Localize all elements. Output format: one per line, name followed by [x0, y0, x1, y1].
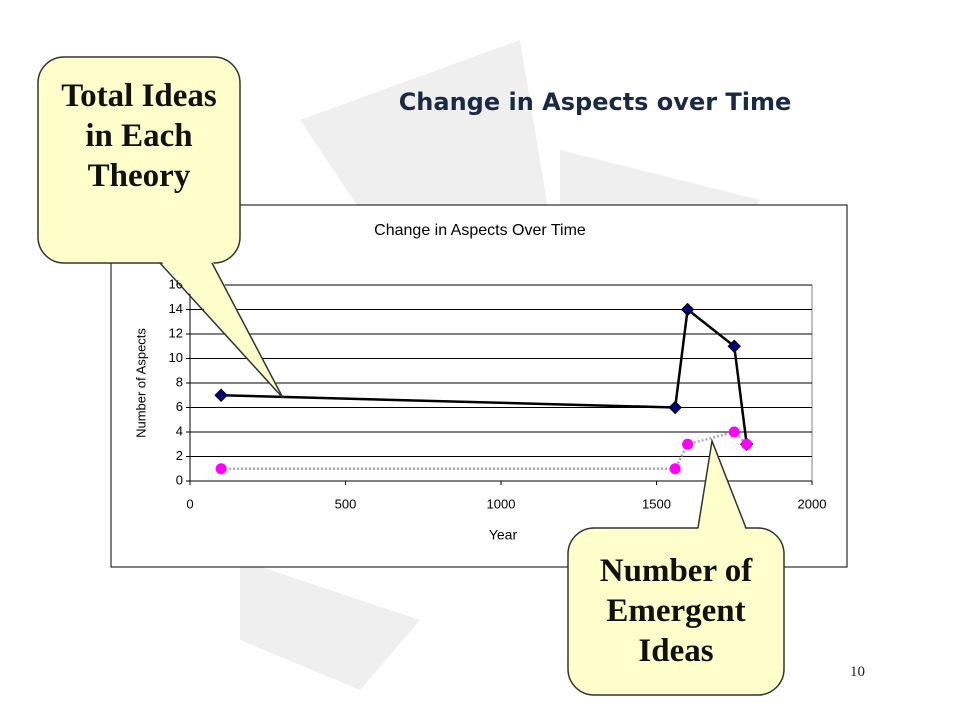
y-tick-label: 10 [169, 350, 183, 365]
data-point [668, 400, 682, 415]
data-point [669, 463, 681, 475]
data-point [741, 438, 753, 450]
x-tick-label: 0 [186, 496, 193, 511]
x-tick-label: 1000 [487, 496, 516, 511]
data-point [214, 388, 228, 402]
y-tick-label: 14 [169, 301, 183, 316]
data-point [727, 339, 741, 353]
y-tick-label: 2 [176, 448, 183, 463]
page-number: 10 [850, 664, 865, 680]
y-tick-label: 0 [176, 472, 183, 487]
data-point [680, 302, 695, 317]
y-tick-label: 4 [176, 423, 183, 438]
data-point [682, 438, 694, 450]
callout-tail-edge [159, 262, 284, 399]
slide-title: Change in Aspects over Time [398, 88, 792, 116]
x-tick-label: 500 [335, 496, 357, 511]
callout-text: Number of Emergent Ideas [599, 553, 753, 669]
callout-box [37, 56, 241, 264]
callout-text: Total Ideas in Each Theory [61, 78, 217, 194]
data-point [728, 426, 740, 438]
data-point [215, 463, 227, 475]
callout-box [567, 527, 785, 696]
y-tick-label: 6 [176, 399, 183, 414]
y-tick-label: 12 [169, 325, 183, 340]
callout-layer [37, 56, 785, 696]
x-tick-label: 1500 [642, 496, 671, 511]
y-tick-label: 8 [176, 374, 183, 389]
x-axis-label: Year [489, 527, 518, 543]
callout-tail-edge [697, 438, 747, 529]
y-axis-label: Number of Aspects [133, 328, 148, 438]
chart-title: Change in Aspects Over Time [374, 222, 586, 239]
callout-tail [698, 441, 746, 531]
x-tick-label: 2000 [798, 496, 827, 511]
